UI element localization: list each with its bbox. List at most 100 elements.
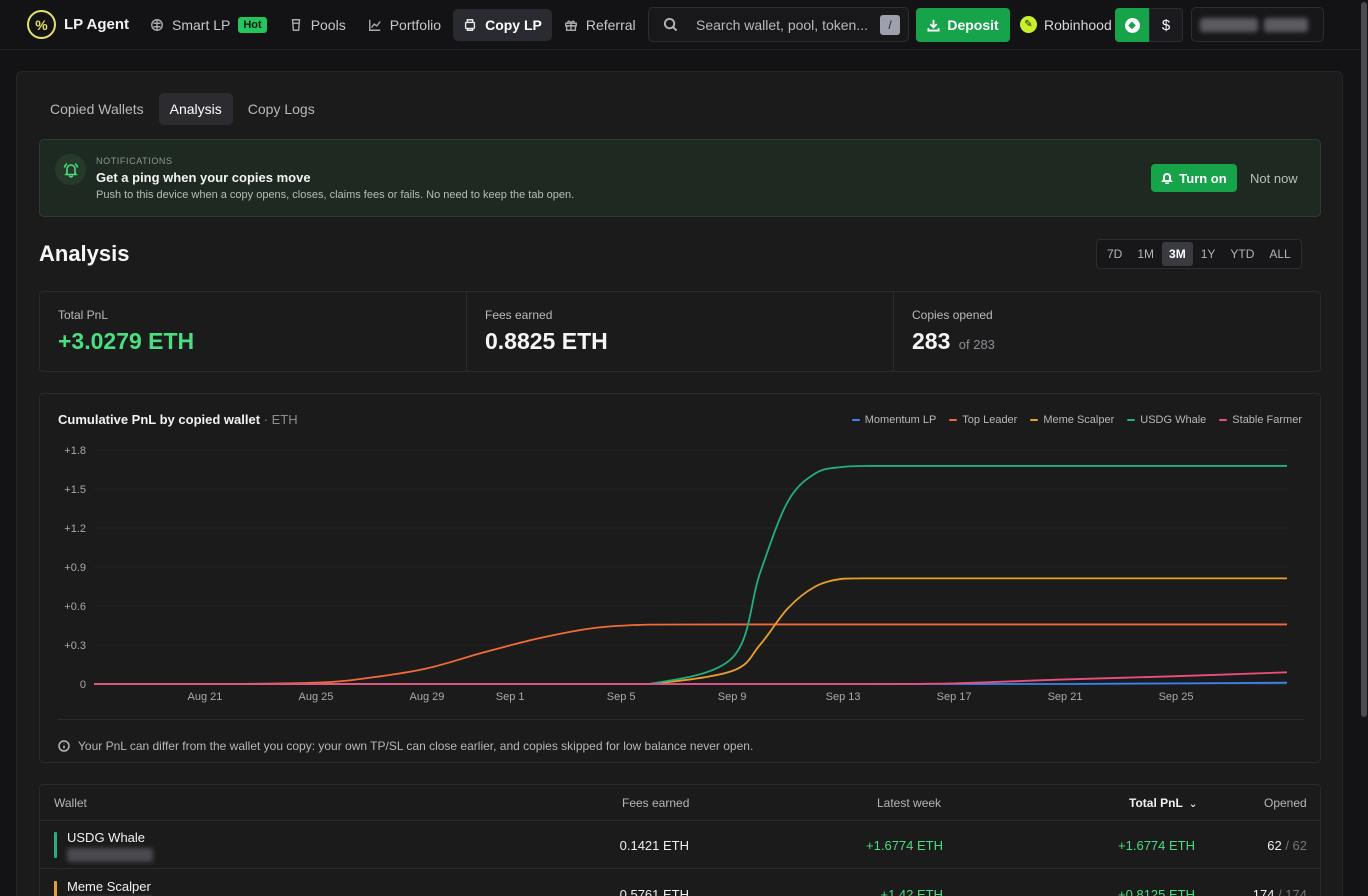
- series-line-meme-scalper: [94, 577, 1287, 685]
- legend-item[interactable]: Meme Scalper: [1030, 414, 1114, 426]
- bell-ring-icon: [55, 154, 86, 185]
- stat-label: Fees earned: [485, 308, 553, 322]
- stat-value: 0.8825 ETH: [485, 328, 608, 354]
- table-row[interactable]: Meme Scalper 0.5761 ETH +1.42 ETH +0.812…: [40, 870, 1320, 896]
- col-header-latest-week[interactable]: Latest week: [877, 796, 942, 810]
- nav-item-label: Smart LP: [172, 17, 231, 33]
- nav-item-copy-lp[interactable]: Copy LP: [453, 9, 552, 41]
- nav-item-label: Pools: [310, 17, 346, 33]
- copy-icon: [465, 19, 476, 31]
- page-scrollbar[interactable]: [1360, 0, 1368, 896]
- range-3m[interactable]: 3M: [1162, 242, 1193, 266]
- x-tick-label: Sep 9: [718, 691, 747, 703]
- opened-count: 62: [1267, 838, 1282, 853]
- tab-copy-logs[interactable]: Copy Logs: [247, 101, 315, 117]
- series-line-top-leader: [94, 623, 1287, 685]
- tab-copied-wallets[interactable]: Copied Wallets: [50, 101, 144, 117]
- range-1m[interactable]: 1M: [1137, 247, 1155, 261]
- y-tick-label: +0.6: [64, 601, 86, 613]
- turn-on-label: Turn on: [1179, 170, 1227, 186]
- divider: [58, 719, 1304, 720]
- nav-item-referral[interactable]: Referral: [554, 9, 646, 41]
- x-tick-label: Sep 21: [1048, 691, 1083, 703]
- opened-total: / 62: [1285, 838, 1307, 853]
- col-header-wallet[interactable]: Wallet: [54, 796, 87, 810]
- currency-eth-option[interactable]: ◆: [1115, 8, 1149, 42]
- y-tick-label: +1.2: [64, 523, 86, 535]
- chart-title-text: Cumulative PnL by copied wallet: [58, 412, 261, 427]
- search-placeholder: Search wallet, pool, token...: [696, 16, 868, 33]
- divider: [40, 868, 1320, 869]
- legend-swatch: [949, 419, 958, 421]
- range-all[interactable]: ALL: [1269, 247, 1291, 261]
- wallet-table: Wallet Fees earned Latest week Total PnL…: [39, 784, 1321, 896]
- y-tick-label: 0: [80, 679, 86, 691]
- brand-logo[interactable]: % LP Agent: [27, 10, 129, 39]
- deposit-label: Deposit: [947, 17, 999, 33]
- opened-cell: 174 / 174: [1253, 887, 1307, 896]
- x-tick-label: Sep 5: [607, 691, 636, 703]
- range-1y[interactable]: 1Y: [1200, 247, 1216, 261]
- nav-item-label: Portfolio: [389, 17, 442, 33]
- y-tick-label: +1.5: [64, 484, 86, 496]
- range-ytd[interactable]: YTD: [1230, 247, 1255, 261]
- x-tick-label: Sep 13: [826, 691, 861, 703]
- total-pnl-cell: +1.6774 ETH: [1118, 838, 1195, 853]
- blurred-balance: [1264, 18, 1308, 32]
- stat-value: 283: [912, 328, 951, 354]
- wallet-address-button[interactable]: [1191, 7, 1324, 42]
- scrollbar-thumb[interactable]: [1361, 2, 1367, 717]
- fees-cell: 0.1421 ETH: [619, 838, 689, 853]
- time-range-selector: 7D 1M 3M 1Y YTD ALL: [1096, 239, 1302, 269]
- nav-item-pools[interactable]: Pools: [279, 9, 356, 41]
- pnl-chart-card: Cumulative PnL by copied wallet · ETH Mo…: [39, 393, 1321, 763]
- stat-fees-earned: Fees earned 0.8825 ETH: [467, 292, 894, 371]
- page-title: Analysis: [39, 241, 130, 266]
- chevron-down-icon: ⌄: [1188, 799, 1198, 810]
- turn-on-button[interactable]: Turn on: [1151, 164, 1237, 192]
- col-header-label: Total PnL: [1129, 796, 1183, 810]
- nav-item-smart-lp[interactable]: Smart LP Hot: [140, 9, 277, 41]
- stat-label: Total PnL: [58, 308, 109, 322]
- nav-item-portfolio[interactable]: Portfolio: [358, 9, 451, 41]
- tab-analysis[interactable]: Analysis: [158, 93, 233, 125]
- not-now-button[interactable]: Not now: [1250, 171, 1298, 186]
- table-row[interactable]: USDG Whale 0.1421 ETH +1.6774 ETH +1.677…: [40, 821, 1320, 869]
- search-input[interactable]: Search wallet, pool, token... /: [648, 7, 909, 42]
- summary-stats: Total PnL +3.0279 ETH Fees earned 0.8825…: [39, 291, 1321, 372]
- legend-item[interactable]: Stable Farmer: [1219, 414, 1302, 426]
- legend-swatch: [1127, 419, 1136, 421]
- chart-title: Cumulative PnL by copied wallet · ETH: [58, 412, 298, 427]
- col-header-total-pnl[interactable]: Total PnL ⌄: [1129, 796, 1197, 810]
- legend-item[interactable]: Momentum LP: [851, 414, 937, 426]
- notification-title: Get a ping when your copies move: [96, 170, 311, 185]
- latest-week-cell: +1.42 ETH: [880, 887, 943, 896]
- notification-banner: NOTIFICATIONS Get a ping when your copie…: [39, 139, 1321, 217]
- chain-selector[interactable]: ✎ Robinhood: [1020, 16, 1112, 33]
- wallet-name: Meme Scalper: [67, 879, 151, 894]
- x-tick-label: Aug 21: [188, 691, 223, 703]
- notification-body: Push to this device when a copy opens, c…: [96, 189, 575, 201]
- legend-label: USDG Whale: [1140, 414, 1207, 426]
- col-header-opened[interactable]: Opened: [1264, 796, 1307, 810]
- opened-count: 174: [1252, 887, 1275, 896]
- search-shortcut-key: /: [880, 14, 900, 35]
- latest-week-cell: +1.6774 ETH: [866, 838, 943, 853]
- usd-symbol: $: [1161, 16, 1171, 34]
- stat-value-wrap: 283 of 283: [912, 328, 995, 355]
- range-7d[interactable]: 7D: [1107, 247, 1123, 261]
- legend-item[interactable]: Top Leader: [949, 414, 1017, 426]
- col-header-fees[interactable]: Fees earned: [622, 796, 690, 810]
- legend-label: Momentum LP: [864, 414, 937, 426]
- currency-usd-option[interactable]: $: [1149, 8, 1183, 42]
- x-tick-label: Aug 25: [299, 691, 334, 703]
- y-tick-label: +0.3: [64, 640, 86, 652]
- legend-item[interactable]: USDG Whale: [1127, 414, 1206, 426]
- gift-icon: [564, 20, 577, 31]
- download-icon: [927, 19, 940, 32]
- y-tick-label: +1.8: [64, 445, 86, 457]
- x-tick-label: Sep 1: [496, 691, 525, 703]
- x-tick-label: Sep 17: [937, 691, 972, 703]
- deposit-button[interactable]: Deposit: [916, 8, 1010, 42]
- opened-cell: 62 / 62: [1267, 838, 1307, 853]
